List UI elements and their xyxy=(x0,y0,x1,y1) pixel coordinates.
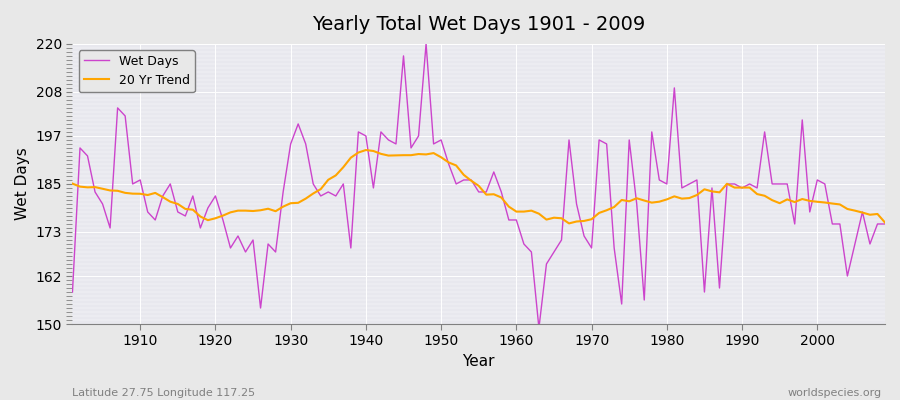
Wet Days xyxy=(534,326,544,330)
Wet Days xyxy=(292,122,303,126)
20 Yr Trend xyxy=(127,191,138,196)
Text: Latitude 27.75 Longitude 117.25: Latitude 27.75 Longitude 117.25 xyxy=(72,388,255,398)
Title: Yearly Total Wet Days 1901 - 2009: Yearly Total Wet Days 1901 - 2009 xyxy=(312,15,645,34)
20 Yr Trend xyxy=(511,209,522,214)
Wet Days xyxy=(127,182,138,186)
20 Yr Trend xyxy=(292,200,303,205)
Text: worldspecies.org: worldspecies.org xyxy=(788,388,882,398)
Legend: Wet Days, 20 Yr Trend: Wet Days, 20 Yr Trend xyxy=(78,50,194,92)
20 Yr Trend xyxy=(338,165,348,170)
Wet Days xyxy=(518,242,529,246)
Wet Days xyxy=(616,302,627,306)
Wet Days xyxy=(420,42,431,46)
20 Yr Trend xyxy=(616,198,627,202)
Wet Days xyxy=(511,218,522,222)
20 Yr Trend xyxy=(879,220,890,225)
Line: 20 Yr Trend: 20 Yr Trend xyxy=(73,150,885,224)
X-axis label: Year: Year xyxy=(463,354,495,369)
Line: Wet Days: Wet Days xyxy=(73,44,885,328)
Wet Days xyxy=(338,182,348,186)
Wet Days xyxy=(879,222,890,226)
20 Yr Trend xyxy=(68,181,78,186)
20 Yr Trend xyxy=(563,221,574,226)
Y-axis label: Wet Days: Wet Days xyxy=(15,148,30,220)
20 Yr Trend xyxy=(518,209,529,214)
20 Yr Trend xyxy=(361,148,372,152)
Wet Days xyxy=(68,290,78,294)
